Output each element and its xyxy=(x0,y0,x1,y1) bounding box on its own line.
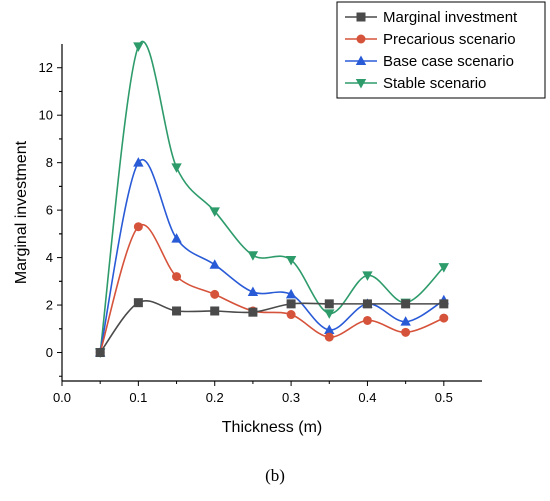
data-point xyxy=(247,286,259,297)
x-tick-label: 0.4 xyxy=(358,390,376,405)
data-point xyxy=(286,299,296,309)
legend-label: Stable scenario xyxy=(383,75,486,92)
data-point xyxy=(171,233,182,243)
data-point xyxy=(401,299,411,309)
x-tick-label: 0.1 xyxy=(129,390,147,405)
data-point xyxy=(324,324,335,334)
data-point xyxy=(133,298,143,308)
data-point xyxy=(439,299,449,309)
data-point xyxy=(171,163,182,173)
y-tick-label: 0 xyxy=(46,345,53,360)
x-axis-title: Thickness (m) xyxy=(222,419,322,436)
data-point xyxy=(401,327,411,337)
data-point xyxy=(324,299,334,309)
legend: Marginal investment Precarious scenario Ba… xyxy=(336,1,546,99)
legend-marker xyxy=(355,79,367,89)
legend-item: Marginal investment xyxy=(345,9,518,26)
axes: 0.0 0.1 0.2 0.3 0.4 0.5 0 2 4 6 8 10 12 Thickness (m)… xyxy=(13,44,482,436)
data-point xyxy=(362,271,373,281)
y-tick-label: 4 xyxy=(46,250,53,265)
data-point xyxy=(95,348,105,358)
legend-item: Stable scenario xyxy=(345,75,486,92)
y-tick-label: 2 xyxy=(46,298,53,313)
data-point xyxy=(248,307,258,317)
y-tick-label: 12 xyxy=(39,60,53,75)
legend-label: Precarious scenario xyxy=(383,31,516,48)
data-point xyxy=(362,299,372,309)
data-point xyxy=(438,263,450,273)
data-point xyxy=(133,42,144,52)
legend-marker xyxy=(356,34,366,44)
data-point xyxy=(285,288,297,299)
y-tick-label: 8 xyxy=(46,155,53,170)
data-point xyxy=(247,251,259,261)
x-tick-label: 0.5 xyxy=(435,390,453,405)
data-point xyxy=(286,310,296,320)
legend-label: Base case scenario xyxy=(383,53,514,70)
data-point xyxy=(439,313,449,323)
data-point xyxy=(133,157,144,167)
legend-marker xyxy=(355,55,367,65)
data-point xyxy=(324,332,334,342)
data-point xyxy=(324,309,335,319)
x-tick-label: 0.0 xyxy=(53,390,71,405)
series-layer xyxy=(94,41,450,359)
y-axis-title: Marginal investment xyxy=(13,140,30,284)
series-line xyxy=(99,223,445,353)
data-point xyxy=(209,259,220,269)
legend-item: Base case scenario xyxy=(345,53,514,70)
legend-marker xyxy=(356,12,366,22)
data-point xyxy=(133,222,143,232)
series-marginal-investment xyxy=(95,298,449,358)
x-tick-label: 0.2 xyxy=(206,390,224,405)
legend-label: Marginal investment xyxy=(383,9,518,26)
series-stable-scenario xyxy=(94,41,450,359)
data-point xyxy=(362,315,372,325)
series-line xyxy=(99,159,445,353)
data-point xyxy=(172,306,182,316)
data-point xyxy=(400,316,411,326)
data-point xyxy=(285,255,297,266)
data-point xyxy=(210,306,220,316)
y-tick-label: 10 xyxy=(39,108,53,123)
y-tick-label: 6 xyxy=(46,203,53,218)
x-tick-label: 0.3 xyxy=(282,390,300,405)
legend-box xyxy=(336,1,546,99)
data-point xyxy=(210,289,220,299)
series-precarious-scenario xyxy=(95,222,449,358)
legend-item: Precarious scenario xyxy=(345,31,516,48)
data-point xyxy=(209,207,220,217)
panel-label: (b) xyxy=(265,466,285,485)
data-point xyxy=(172,272,182,282)
series-line xyxy=(99,300,444,354)
